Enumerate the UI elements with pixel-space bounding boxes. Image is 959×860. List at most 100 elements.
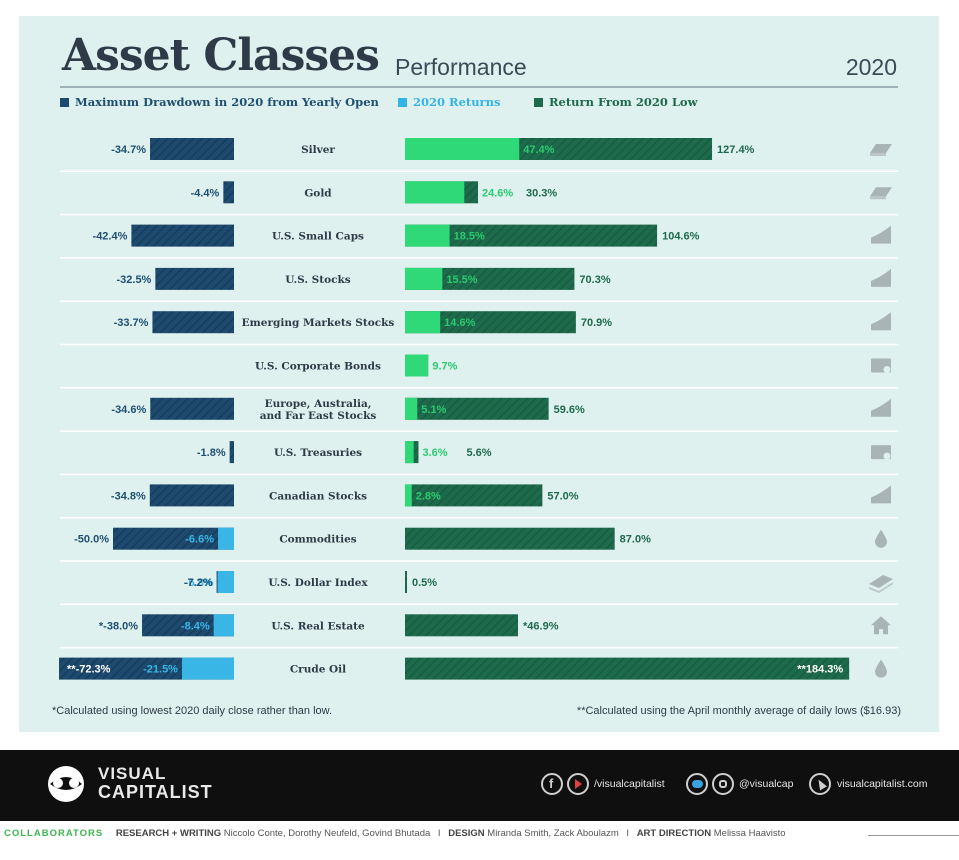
category-label-u-s-real-estate: U.S. Real Estate xyxy=(271,620,365,632)
cursor-icon[interactable] xyxy=(809,773,831,795)
drawdown-label-u-s-treasuries: -1.8% xyxy=(197,447,226,459)
negative-return-label-commodities: -6.6% xyxy=(185,534,214,546)
social-handle-visualcapitalist[interactable]: /visualcapitalist xyxy=(594,778,665,790)
returns-bar-u-s-small-caps xyxy=(405,224,450,247)
from-low-label-gold: 30.3% xyxy=(526,187,557,199)
row-icon-cash-stack-u-s-dollar-index xyxy=(869,575,893,593)
title-divider xyxy=(60,86,898,88)
category-label-gold: Gold xyxy=(304,187,332,199)
negative-return-bar-commodities xyxy=(218,527,234,550)
negative-return-bar-u-s-real-estate xyxy=(213,614,234,637)
legend-drawdown: Maximum Drawdown in 2020 from Yearly Ope… xyxy=(60,95,379,109)
category-label-emerging-markets-stocks: Emerging Markets Stocks xyxy=(242,317,395,329)
returns-label-u-s-treasuries: 3.6% xyxy=(422,447,447,459)
returns-label-canadian-stocks: 2.8% xyxy=(416,490,441,502)
returns-bar-u-s-treasuries xyxy=(405,441,414,464)
drawdown-bar-canadian-stocks xyxy=(149,484,234,507)
row-icon-chart-up-u-s-stocks xyxy=(871,268,891,287)
returns-label-u-s-stocks: 15.5% xyxy=(446,274,477,286)
row-icon-cash-stack-u-s-dollar-index-shape xyxy=(869,575,893,588)
from-low-label-u-s-real-estate: *46.9% xyxy=(523,620,559,632)
from-low-bar-u-s-small-caps xyxy=(405,224,658,247)
twitter-icon[interactable] xyxy=(686,773,708,795)
drawdown-label-gold: -4.4% xyxy=(191,187,220,199)
from-low-bar-u-s-stocks xyxy=(405,267,575,290)
logo-text-capitalist[interactable]: CAPITALIST xyxy=(98,782,213,802)
row-icon-house-u-s-real-estate xyxy=(871,616,891,635)
row-icon-oil-drop-commodities-shape xyxy=(875,529,887,548)
footnote-right: **Calculated using the April monthly ave… xyxy=(576,705,901,717)
legend-label-returns: 2020 Returns xyxy=(413,95,501,109)
credits-label: COLLABORATORS xyxy=(4,828,104,839)
category-label-europe-australia-and-far-east-stocks-line-1: Europe, Australia, xyxy=(265,398,372,410)
instagram-icon[interactable] xyxy=(712,773,734,795)
drawdown-label-emerging-markets-stocks: -33.7% xyxy=(114,317,149,329)
legend-swatch-from-low xyxy=(534,98,543,107)
category-label-u-s-dollar-index: U.S. Dollar Index xyxy=(268,577,368,589)
youtube-icon[interactable] xyxy=(567,773,589,795)
from-low-label-emerging-markets-stocks: 70.9% xyxy=(581,317,612,329)
row-icon-oil-drop-crude-oil-shape xyxy=(875,659,887,678)
row-icon-chart-up-canadian-stocks xyxy=(871,485,891,504)
row-icon-gold-bar-gold-base xyxy=(870,196,886,200)
row-icon-chart-up-europe-australia-and-far-east-stocks xyxy=(871,398,891,417)
returns-bar-canadian-stocks xyxy=(405,484,412,507)
returns-label-silver: 47.4% xyxy=(523,144,554,156)
negative-return-bar-u-s-dollar-index xyxy=(217,571,234,593)
drawdown-bar-silver xyxy=(150,138,234,160)
row-icon-house-u-s-real-estate-shape xyxy=(871,616,891,635)
drawdown-bar-u-s-real-estate xyxy=(142,614,234,637)
drawdown-label-europe-australia-and-far-east-stocks: -34.6% xyxy=(111,404,146,416)
returns-label-gold: 24.6% xyxy=(482,187,513,199)
category-label-u-s-treasuries: U.S. Treasuries xyxy=(274,447,362,459)
drawdown-bar-u-s-small-caps xyxy=(131,224,234,247)
drawdown-label-u-s-stocks: -32.5% xyxy=(116,274,151,286)
row-icon-gold-bar-gold xyxy=(870,187,892,200)
row-icon-chart-up-europe-australia-and-far-east-stocks-shape xyxy=(871,398,891,417)
drawdown-label-u-s-small-caps: -42.4% xyxy=(93,231,128,243)
row-icon-chart-up-u-s-small-caps-shape xyxy=(871,225,891,244)
row-icon-bond-certificate-u-s-corporate-bonds-seal xyxy=(883,366,891,373)
visual-capitalist-logo-icon[interactable] xyxy=(38,764,94,804)
drawdown-label-commodities: -50.0% xyxy=(74,534,109,546)
from-low-label-u-s-stocks: 70.3% xyxy=(579,274,610,286)
from-low-bar-commodities xyxy=(405,527,615,550)
negative-return-label-u-s-real-estate: -8.4% xyxy=(181,620,210,632)
credits-separator-1: I xyxy=(437,828,441,839)
from-low-bar-emerging-markets-stocks xyxy=(405,311,576,334)
category-label-crude-oil: Crude Oil xyxy=(290,664,346,676)
drawdown-label-u-s-real-estate: *-38.0% xyxy=(99,620,138,632)
from-low-label-canadian-stocks: 57.0% xyxy=(547,490,578,502)
credits-design-label: DESIGN xyxy=(448,828,485,839)
drawdown-bar-commodities xyxy=(113,527,234,550)
from-low-label-u-s-dollar-index: 0.5% xyxy=(412,577,437,589)
category-label-europe-australia-and-far-east-stocks-line-2: and Far East Stocks xyxy=(260,410,377,422)
negative-return-label-u-s-dollar-index: -6.8% xyxy=(185,577,214,589)
row-icon-silver-bar-silver-shape xyxy=(870,144,892,153)
website-link[interactable]: visualcapitalist.com xyxy=(837,778,928,790)
category-label-u-s-stocks: U.S. Stocks xyxy=(285,274,350,286)
legend-label-from-low: Return From 2020 Low xyxy=(549,95,698,109)
category-label-u-s-corporate-bonds: U.S. Corporate Bonds xyxy=(255,361,381,373)
row-icon-chart-up-emerging-markets-stocks-shape xyxy=(871,312,891,331)
category-label-silver: Silver xyxy=(301,144,335,156)
legend-returns: 2020 Returns xyxy=(398,95,500,109)
social-handle-visualcap[interactable]: @visualcap xyxy=(739,778,794,790)
from-low-bar-europe-australia-and-far-east-stocks xyxy=(405,397,549,420)
facebook-icon[interactable]: f xyxy=(541,773,563,795)
from-low-bar-canadian-stocks xyxy=(405,484,543,507)
from-low-label-europe-australia-and-far-east-stocks: 59.6% xyxy=(554,404,585,416)
row-icon-bond-certificate-u-s-corporate-bonds xyxy=(871,358,891,373)
credits-research-names: Niccolo Conte, Dorothy Neufeld, Govind B… xyxy=(223,828,431,839)
legend-from-low: Return From 2020 Low xyxy=(534,95,698,109)
from-low-label-silver: 127.4% xyxy=(717,144,755,156)
row-icon-chart-up-emerging-markets-stocks xyxy=(871,312,891,331)
row-icon-oil-drop-commodities xyxy=(875,529,887,548)
returns-bar-emerging-markets-stocks xyxy=(405,311,441,334)
logo-text-visual[interactable]: VISUAL xyxy=(98,764,167,783)
chart-year: 2020 xyxy=(845,54,897,80)
legend-swatch-drawdown xyxy=(60,98,69,107)
credits-design-names: Miranda Smith, Zack Aboulazm xyxy=(487,828,619,839)
returns-label-emerging-markets-stocks: 14.6% xyxy=(444,317,475,329)
